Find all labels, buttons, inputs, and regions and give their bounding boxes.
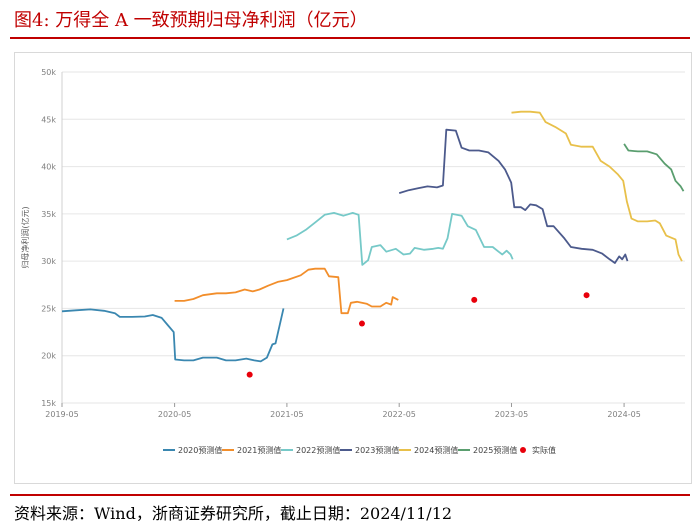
legend-label: 2021预测值 [237, 445, 281, 455]
source-divider [10, 494, 690, 496]
x-tick-label: 2024-05 [607, 410, 640, 419]
x-axis-ticks: 2019-05 2020-05 2021-05 2022-05 2023-05 2024-… [45, 403, 641, 419]
legend: 2020预测值 2021预测值 2022预测值 2023预测值 2024预测值 2025预… [163, 445, 556, 455]
y-tick-label: 25k [41, 304, 56, 313]
legend-label: 2020预测值 [178, 445, 222, 455]
y-tick-label: 15k [41, 399, 56, 408]
legend-label: 实际值 [532, 445, 556, 455]
grid-lines [61, 71, 685, 404]
series-line-6 [623, 143, 685, 192]
x-tick-label: 2023-05 [495, 410, 528, 419]
y-axis-label: 归母净利润(亿元) [20, 206, 30, 268]
actual-point [246, 371, 253, 378]
y-axis-ticks: 15k 20k 25k 30k 35k 40k 45k 50k [41, 68, 56, 408]
series-lines [61, 110, 685, 363]
y-tick-label: 20k [41, 352, 56, 361]
series-line-3 [286, 212, 514, 266]
y-tick-label: 40k [41, 163, 56, 172]
x-tick-label: 2020-05 [158, 410, 191, 419]
legend-marker-actual [520, 447, 526, 453]
y-tick-label: 35k [41, 210, 56, 219]
source-note: 资料来源：Wind，浙商证券研究所，截止日期：2024/11/12 [14, 504, 453, 523]
actual-point [583, 292, 590, 299]
series-line-2 [174, 267, 399, 315]
title-divider [10, 37, 690, 39]
x-tick-label: 2021-05 [270, 410, 303, 419]
actual-points [246, 292, 590, 378]
y-tick-label: 30k [41, 257, 56, 266]
legend-label: 2025预测值 [473, 445, 517, 455]
actual-point [471, 296, 478, 303]
series-line-5 [511, 110, 683, 262]
series-line-1 [61, 308, 285, 363]
legend-label: 2022预测值 [296, 445, 340, 455]
actual-point [358, 320, 365, 327]
chart-frame: 15k 20k 25k 30k 35k 40k 45k 50k 2019-05 2020-05 2… [14, 52, 692, 484]
legend-label: 2024预测值 [414, 445, 458, 455]
y-tick-label: 45k [41, 115, 56, 124]
x-tick-label: 2022-05 [382, 410, 415, 419]
y-tick-label: 50k [41, 68, 56, 77]
x-tick-label: 2019-05 [45, 410, 78, 419]
figure-title: 图4: 万得全 A 一致预期归母净利润（亿元） [14, 10, 368, 31]
legend-label: 2023预测值 [355, 445, 399, 455]
series-line-4 [398, 128, 629, 264]
